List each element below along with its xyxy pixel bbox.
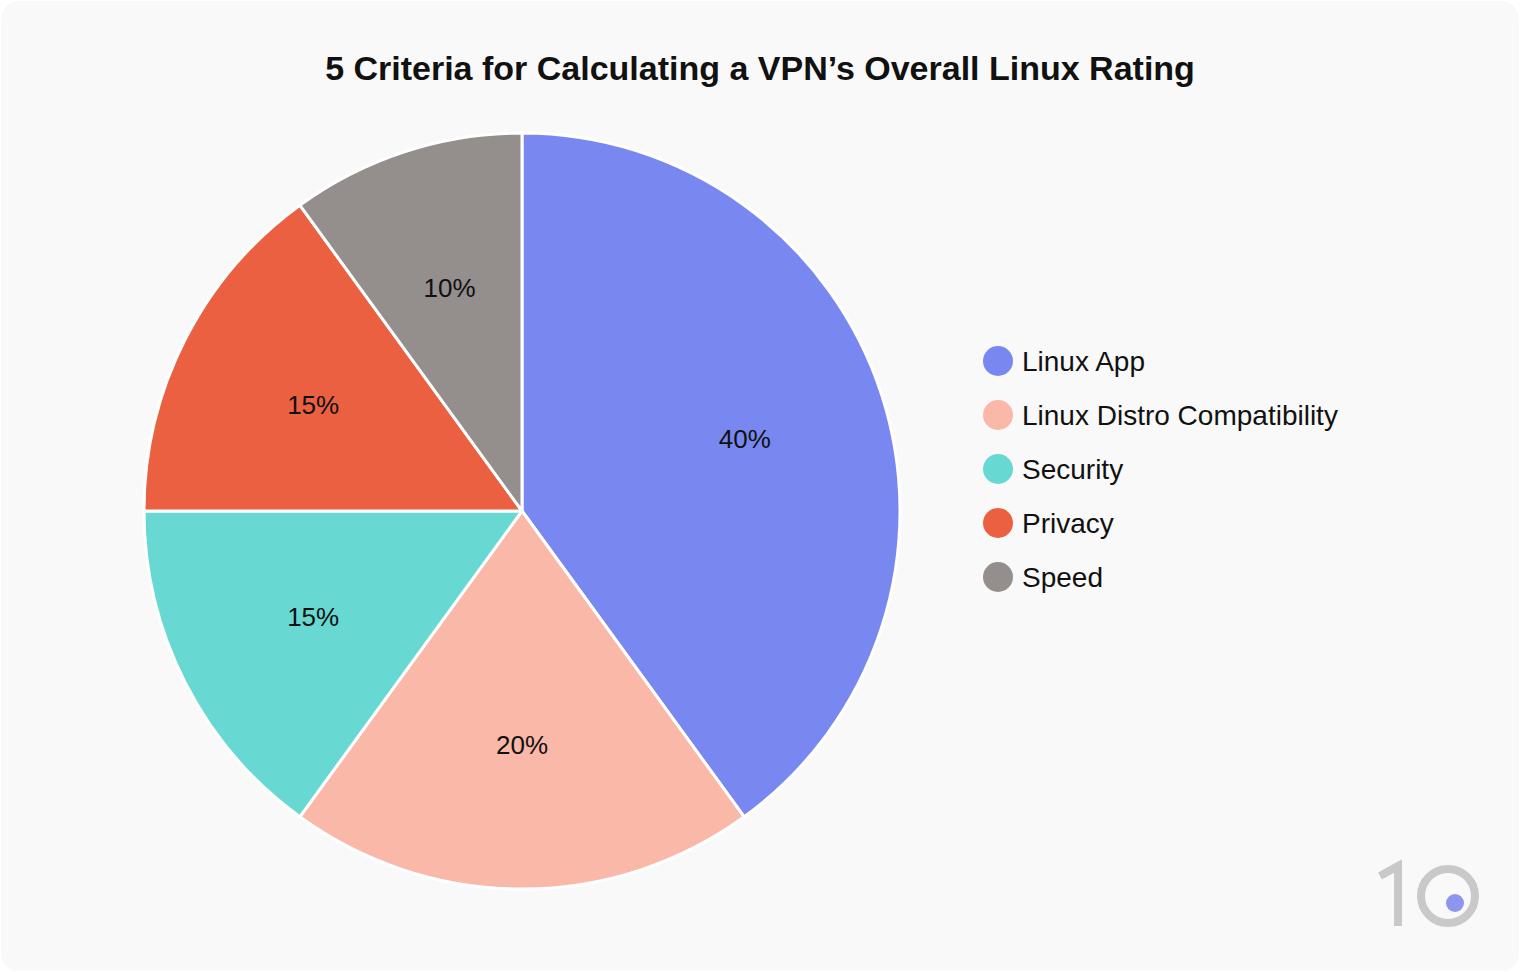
pie-labels: 40% 20% 15% 15% 10% (287, 273, 771, 760)
legend-label: Speed (1022, 562, 1103, 593)
logo-zero (1421, 869, 1475, 923)
data-label: 20% (496, 730, 548, 760)
pie-slice (144, 511, 522, 817)
legend-swatch (983, 562, 1013, 592)
legend-label: Privacy (1022, 508, 1114, 539)
pie-slices (144, 133, 900, 889)
legend-swatch (983, 508, 1013, 538)
logo-dot (1446, 894, 1464, 912)
data-label: 15% (287, 390, 339, 420)
chart-title: 5 Criteria for Calculating a VPN’s Overa… (325, 49, 1195, 87)
data-label: 10% (424, 273, 476, 303)
data-label: 40% (719, 424, 771, 454)
logo-one (1380, 866, 1398, 926)
chart-root: 5 Criteria for Calculating a VPN’s Overa… (0, 0, 1520, 972)
legend-swatch (983, 346, 1013, 376)
card-background (1, 1, 1519, 971)
pie-slice (300, 133, 522, 511)
brand-logo (1380, 866, 1475, 926)
legend-label: Security (1022, 454, 1123, 485)
legend-label: Linux Distro Compatibility (1022, 400, 1338, 431)
chart-svg: 5 Criteria for Calculating a VPN’s Overa… (0, 0, 1520, 972)
legend-label: Linux App (1022, 346, 1145, 377)
legend-swatch (983, 454, 1013, 484)
data-label: 15% (287, 602, 339, 632)
legend-swatch (983, 400, 1013, 430)
legend: Linux App Linux Distro Compatibility Secur… (983, 346, 1338, 593)
